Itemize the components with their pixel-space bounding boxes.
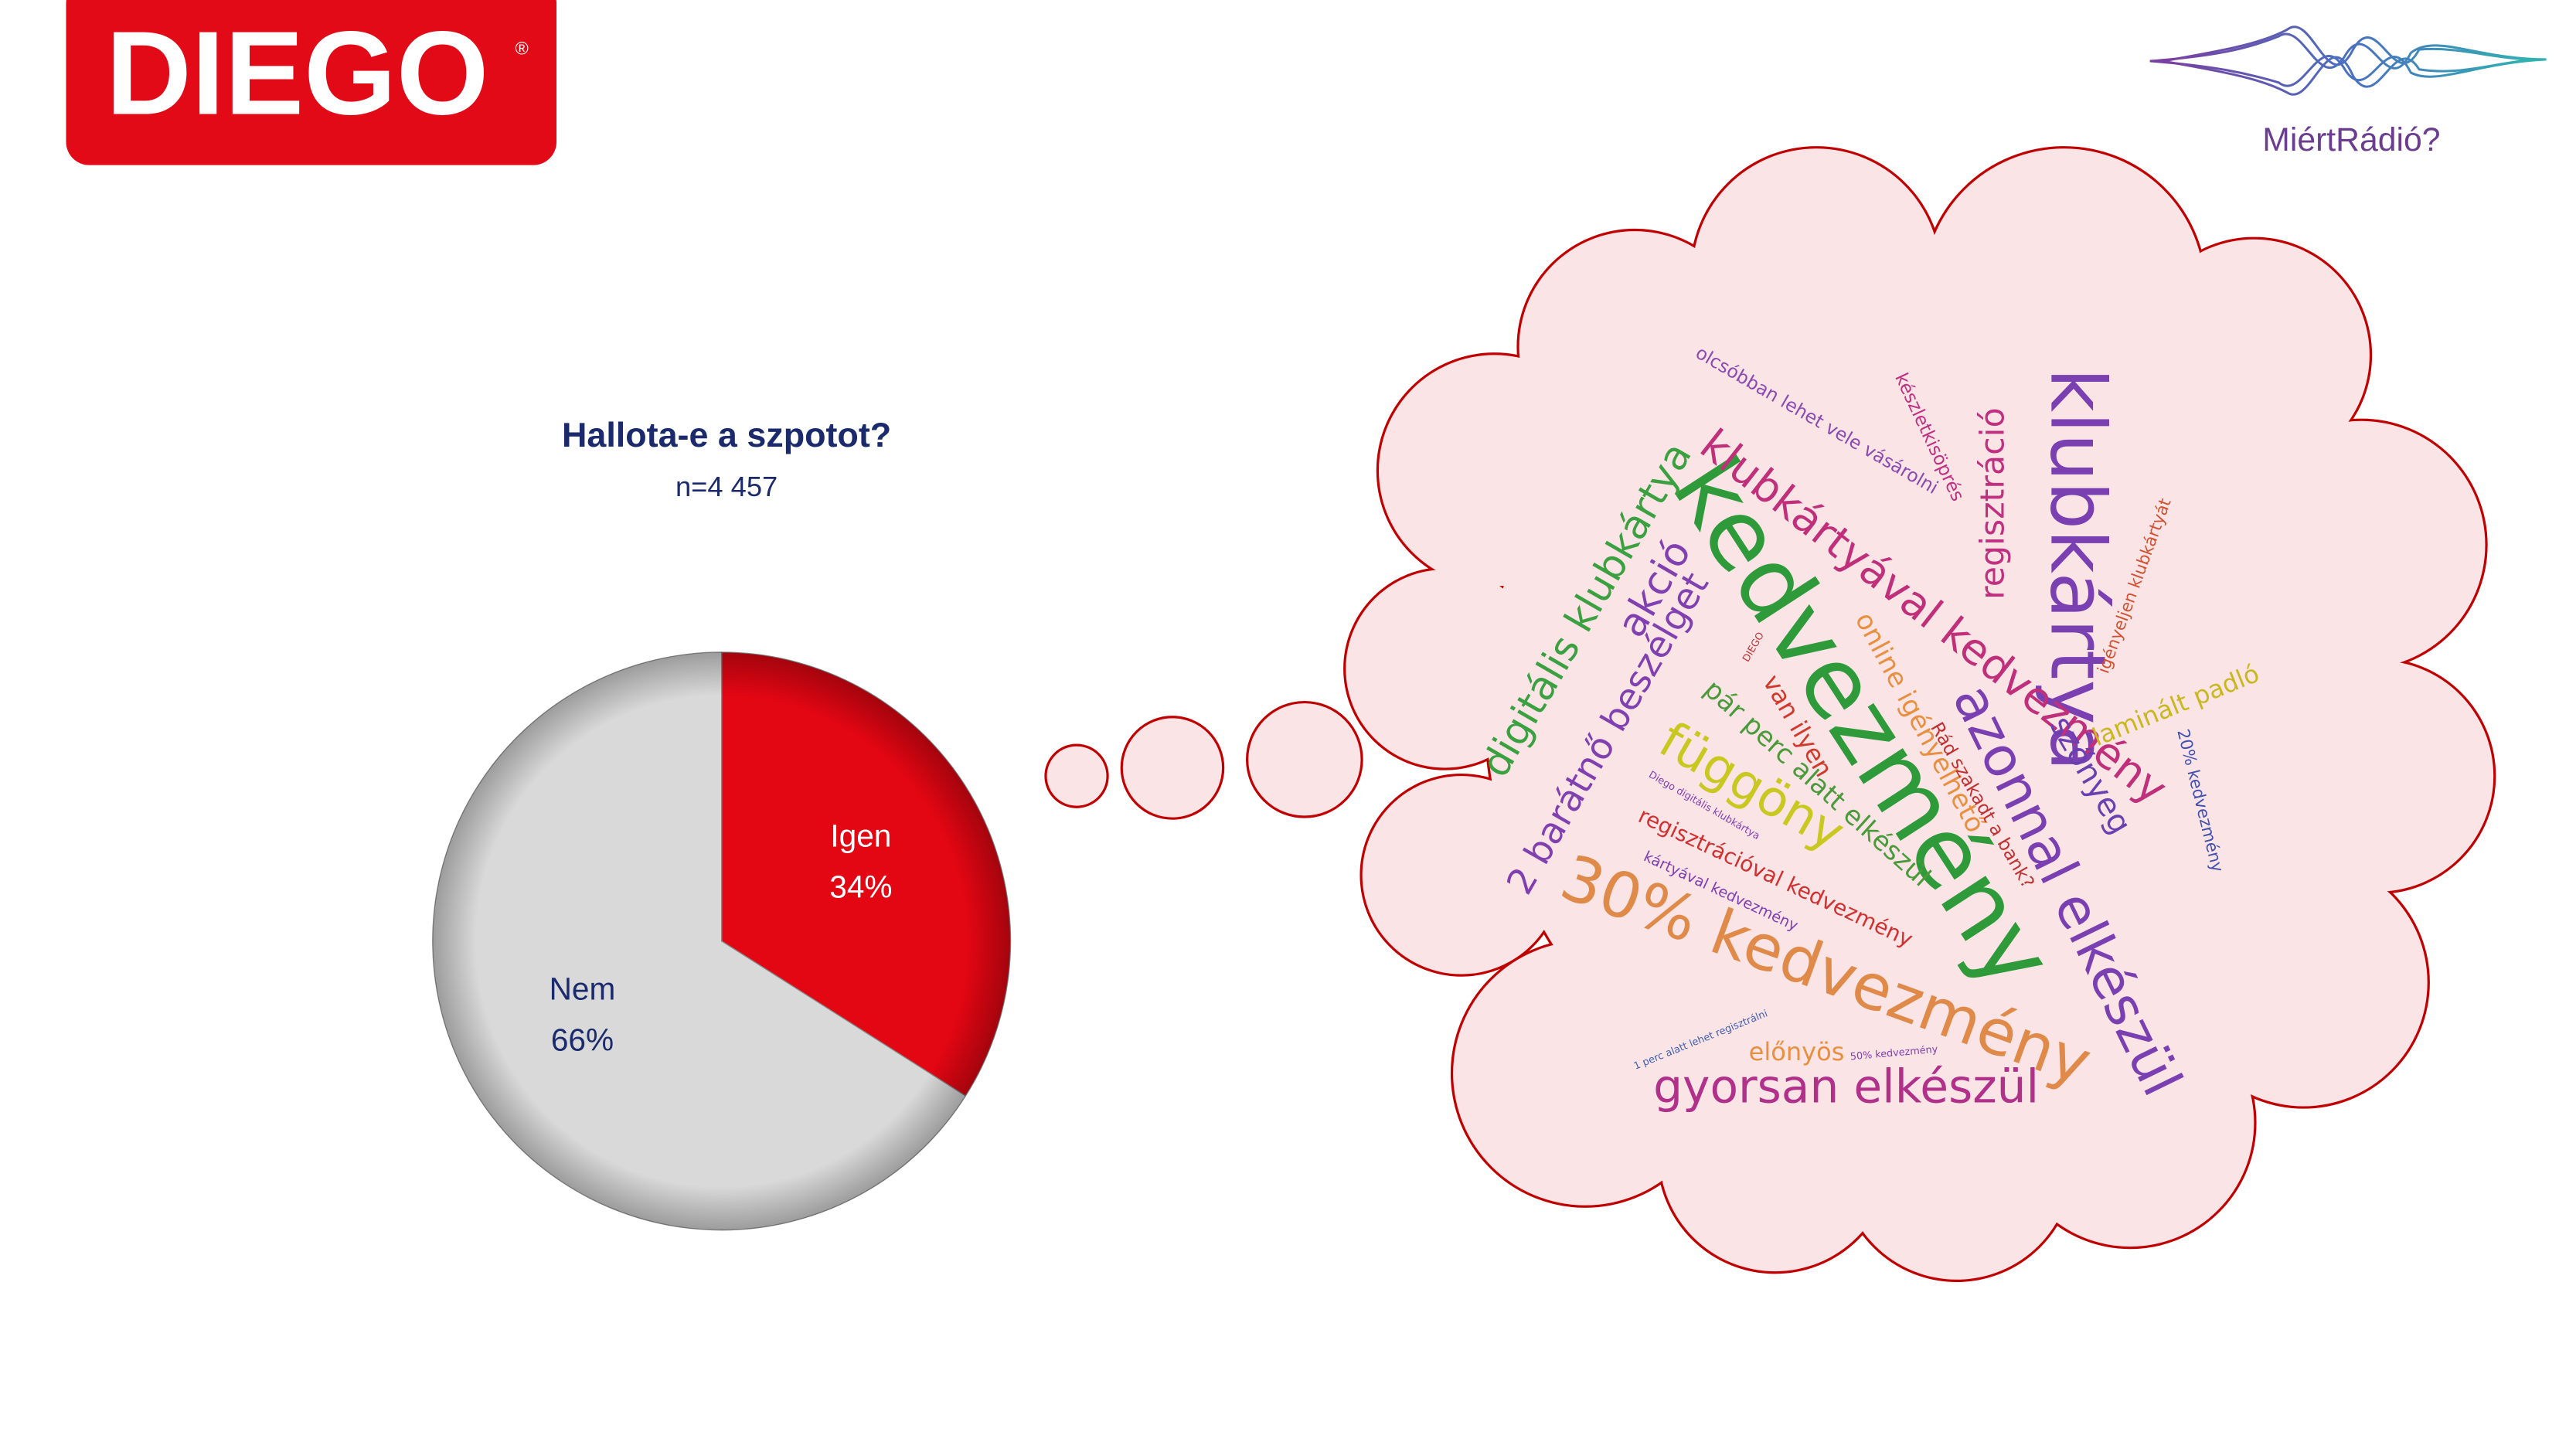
cloud-word: regisztráció bbox=[1973, 407, 2012, 600]
cloud-word: klubkártya bbox=[2033, 368, 2121, 771]
radio-name: MiértRádió? bbox=[2262, 121, 2440, 158]
radio-wave bbox=[2149, 26, 2547, 96]
cloud-fill bbox=[1248, 703, 1361, 816]
pie: Igen 34% Nem 66% bbox=[432, 651, 1012, 1231]
cloud-fill bbox=[1122, 718, 1223, 818]
slice-value: 66% bbox=[551, 1022, 614, 1058]
cloud-word: előnyös bbox=[1749, 1037, 1845, 1066]
slice-label: Igen bbox=[830, 818, 891, 853]
cloud-fill bbox=[1485, 264, 2378, 1156]
chart-subtitle: n=4 457 bbox=[675, 471, 778, 502]
brand-logo bbox=[66, 0, 557, 165]
slice-label: Nem bbox=[550, 971, 616, 1006]
cloud-fill bbox=[1046, 746, 1107, 806]
thought-cloud bbox=[1044, 146, 2496, 1282]
slice-value: 34% bbox=[829, 869, 892, 905]
cloud-word: gyorsan elkészül bbox=[1653, 1060, 2039, 1114]
chart-title: Hallota-e a szpotot? bbox=[562, 415, 891, 454]
brand-mark: ® bbox=[515, 38, 528, 58]
brand-name: DIEGO bbox=[106, 6, 489, 139]
